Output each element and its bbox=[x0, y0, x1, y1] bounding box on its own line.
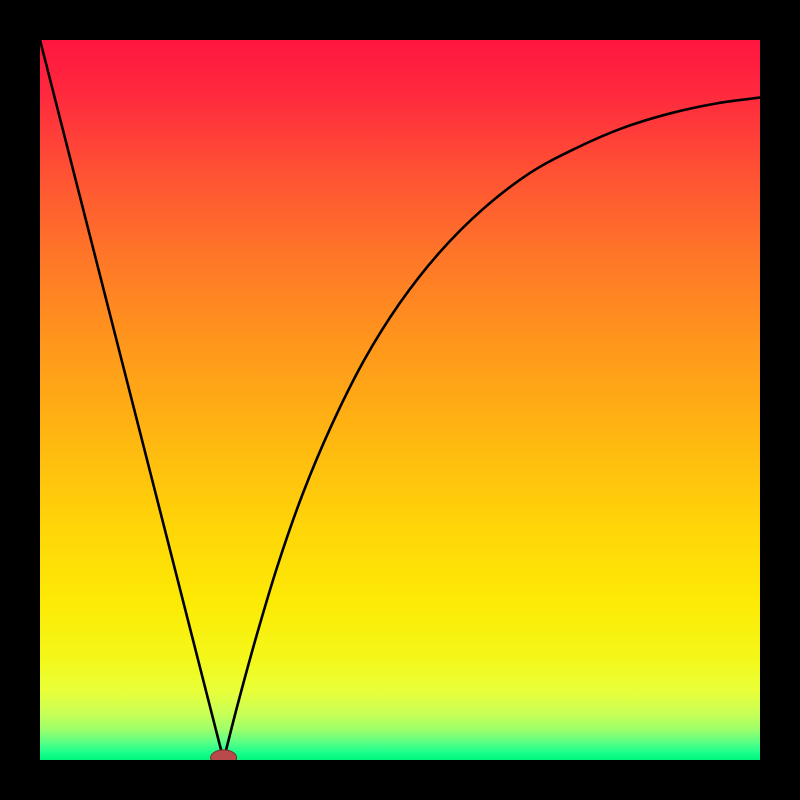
chart-svg bbox=[40, 40, 760, 760]
chart-background bbox=[40, 40, 760, 760]
bottleneck-chart bbox=[40, 40, 760, 760]
watermark-text: TheBottleneck.com bbox=[551, 6, 760, 34]
